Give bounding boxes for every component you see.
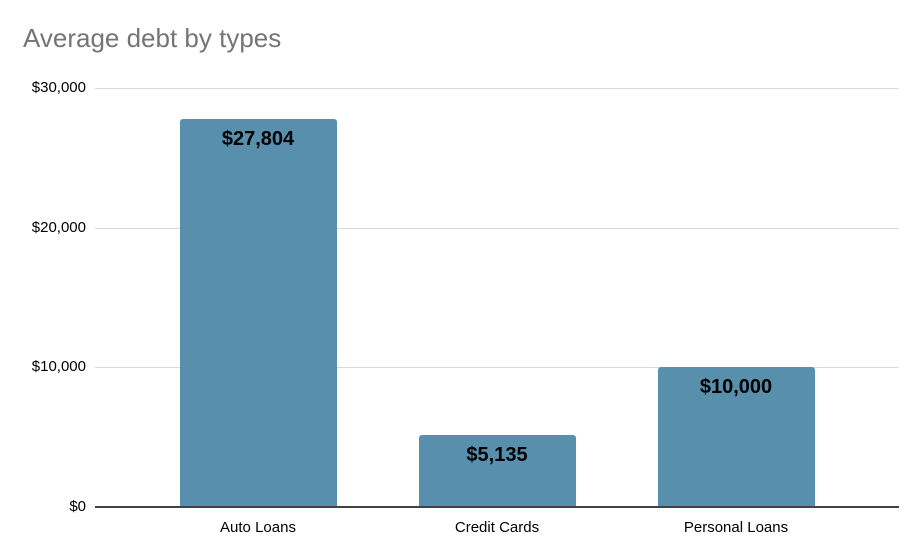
- chart-title: Average debt by types: [23, 23, 282, 53]
- x-axis-category-label: Personal Loans: [683, 519, 789, 536]
- bar-value-label: $10,000: [699, 376, 773, 399]
- bar-personal-loans: $10,000: [657, 367, 815, 507]
- x-axis-category-label: Auto Loans: [220, 519, 296, 536]
- x-axis-category-label: Credit Cards: [454, 519, 540, 536]
- y-axis-tick-label: $30,000: [31, 79, 86, 96]
- bar-auto-loans: $27,804: [179, 118, 337, 507]
- y-axis-tick-label: $10,000: [31, 358, 86, 376]
- y-axis-tick-label: $0: [69, 498, 86, 515]
- gridline: [95, 88, 899, 89]
- bar-value-label: $5,135: [466, 444, 528, 467]
- bar-value-label: $27,804: [221, 127, 295, 150]
- bar-credit-cards: $5,135: [418, 435, 576, 507]
- y-axis-tick-label: $20,000: [31, 218, 86, 236]
